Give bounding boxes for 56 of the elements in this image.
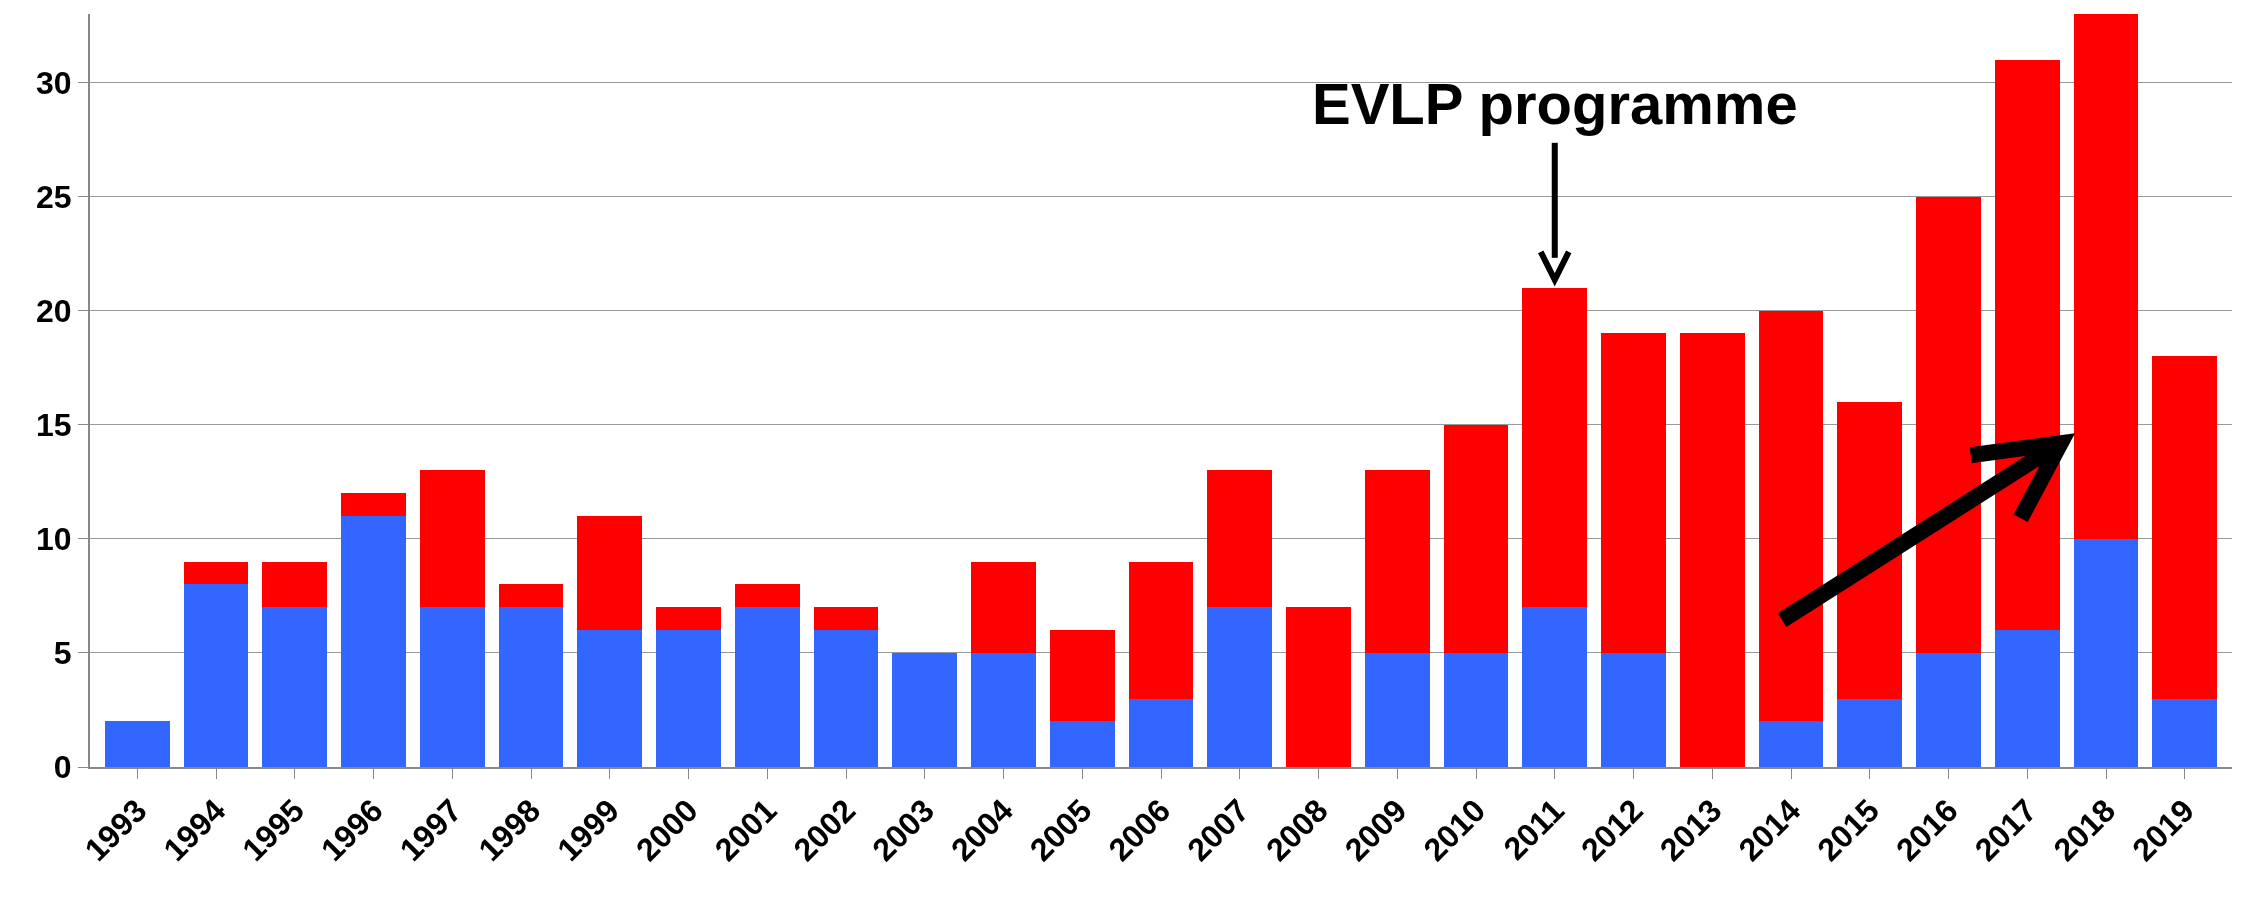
bar — [419, 470, 485, 608]
y-tick-label: 15 — [36, 406, 72, 443]
bar — [262, 561, 328, 608]
bar — [577, 516, 643, 631]
bar — [2152, 698, 2218, 767]
bar — [1522, 607, 1588, 767]
bar — [656, 607, 721, 631]
y-tick-label: 25 — [36, 178, 72, 215]
bar — [1994, 630, 2060, 767]
bar — [341, 493, 406, 516]
bar — [1207, 607, 1273, 767]
bar — [2152, 356, 2218, 699]
bar — [498, 584, 564, 608]
bar — [1364, 652, 1430, 767]
bar — [813, 607, 879, 631]
bar — [1679, 333, 1745, 767]
bar — [1128, 561, 1194, 699]
y-tick-label: 20 — [36, 292, 72, 329]
bar — [419, 607, 485, 767]
bar — [1128, 698, 1194, 767]
bar — [1286, 607, 1351, 767]
bar — [656, 630, 721, 767]
bar — [2073, 538, 2139, 767]
bar — [262, 607, 328, 767]
bar — [1916, 652, 1981, 767]
bar — [498, 607, 564, 767]
y-tick-label: 10 — [36, 521, 72, 558]
bar — [341, 516, 406, 767]
bar — [2073, 14, 2139, 539]
bar — [892, 652, 958, 767]
bar — [1207, 470, 1273, 608]
bar — [1837, 698, 1903, 767]
bar — [1443, 652, 1509, 767]
bar — [1601, 333, 1666, 653]
bar — [734, 584, 800, 608]
annotation: EVLP programme — [1312, 71, 1798, 136]
bar — [1758, 310, 1824, 722]
bar — [1049, 630, 1115, 722]
bar — [1443, 424, 1509, 653]
bar — [1758, 721, 1824, 767]
bar — [104, 721, 170, 767]
bar — [183, 584, 249, 767]
bar — [1837, 401, 1903, 699]
y-tick-label: 5 — [53, 635, 72, 672]
bar — [577, 630, 643, 767]
bar — [971, 652, 1036, 767]
bar — [734, 607, 800, 767]
bar — [971, 561, 1036, 653]
y-tick-label: 0 — [53, 749, 72, 786]
bar — [1916, 196, 1981, 653]
y-tick-label: 30 — [36, 64, 72, 101]
bar — [1049, 721, 1115, 767]
bar — [1364, 470, 1430, 653]
bar — [1601, 652, 1666, 767]
bar — [183, 561, 249, 585]
bar — [813, 630, 879, 767]
